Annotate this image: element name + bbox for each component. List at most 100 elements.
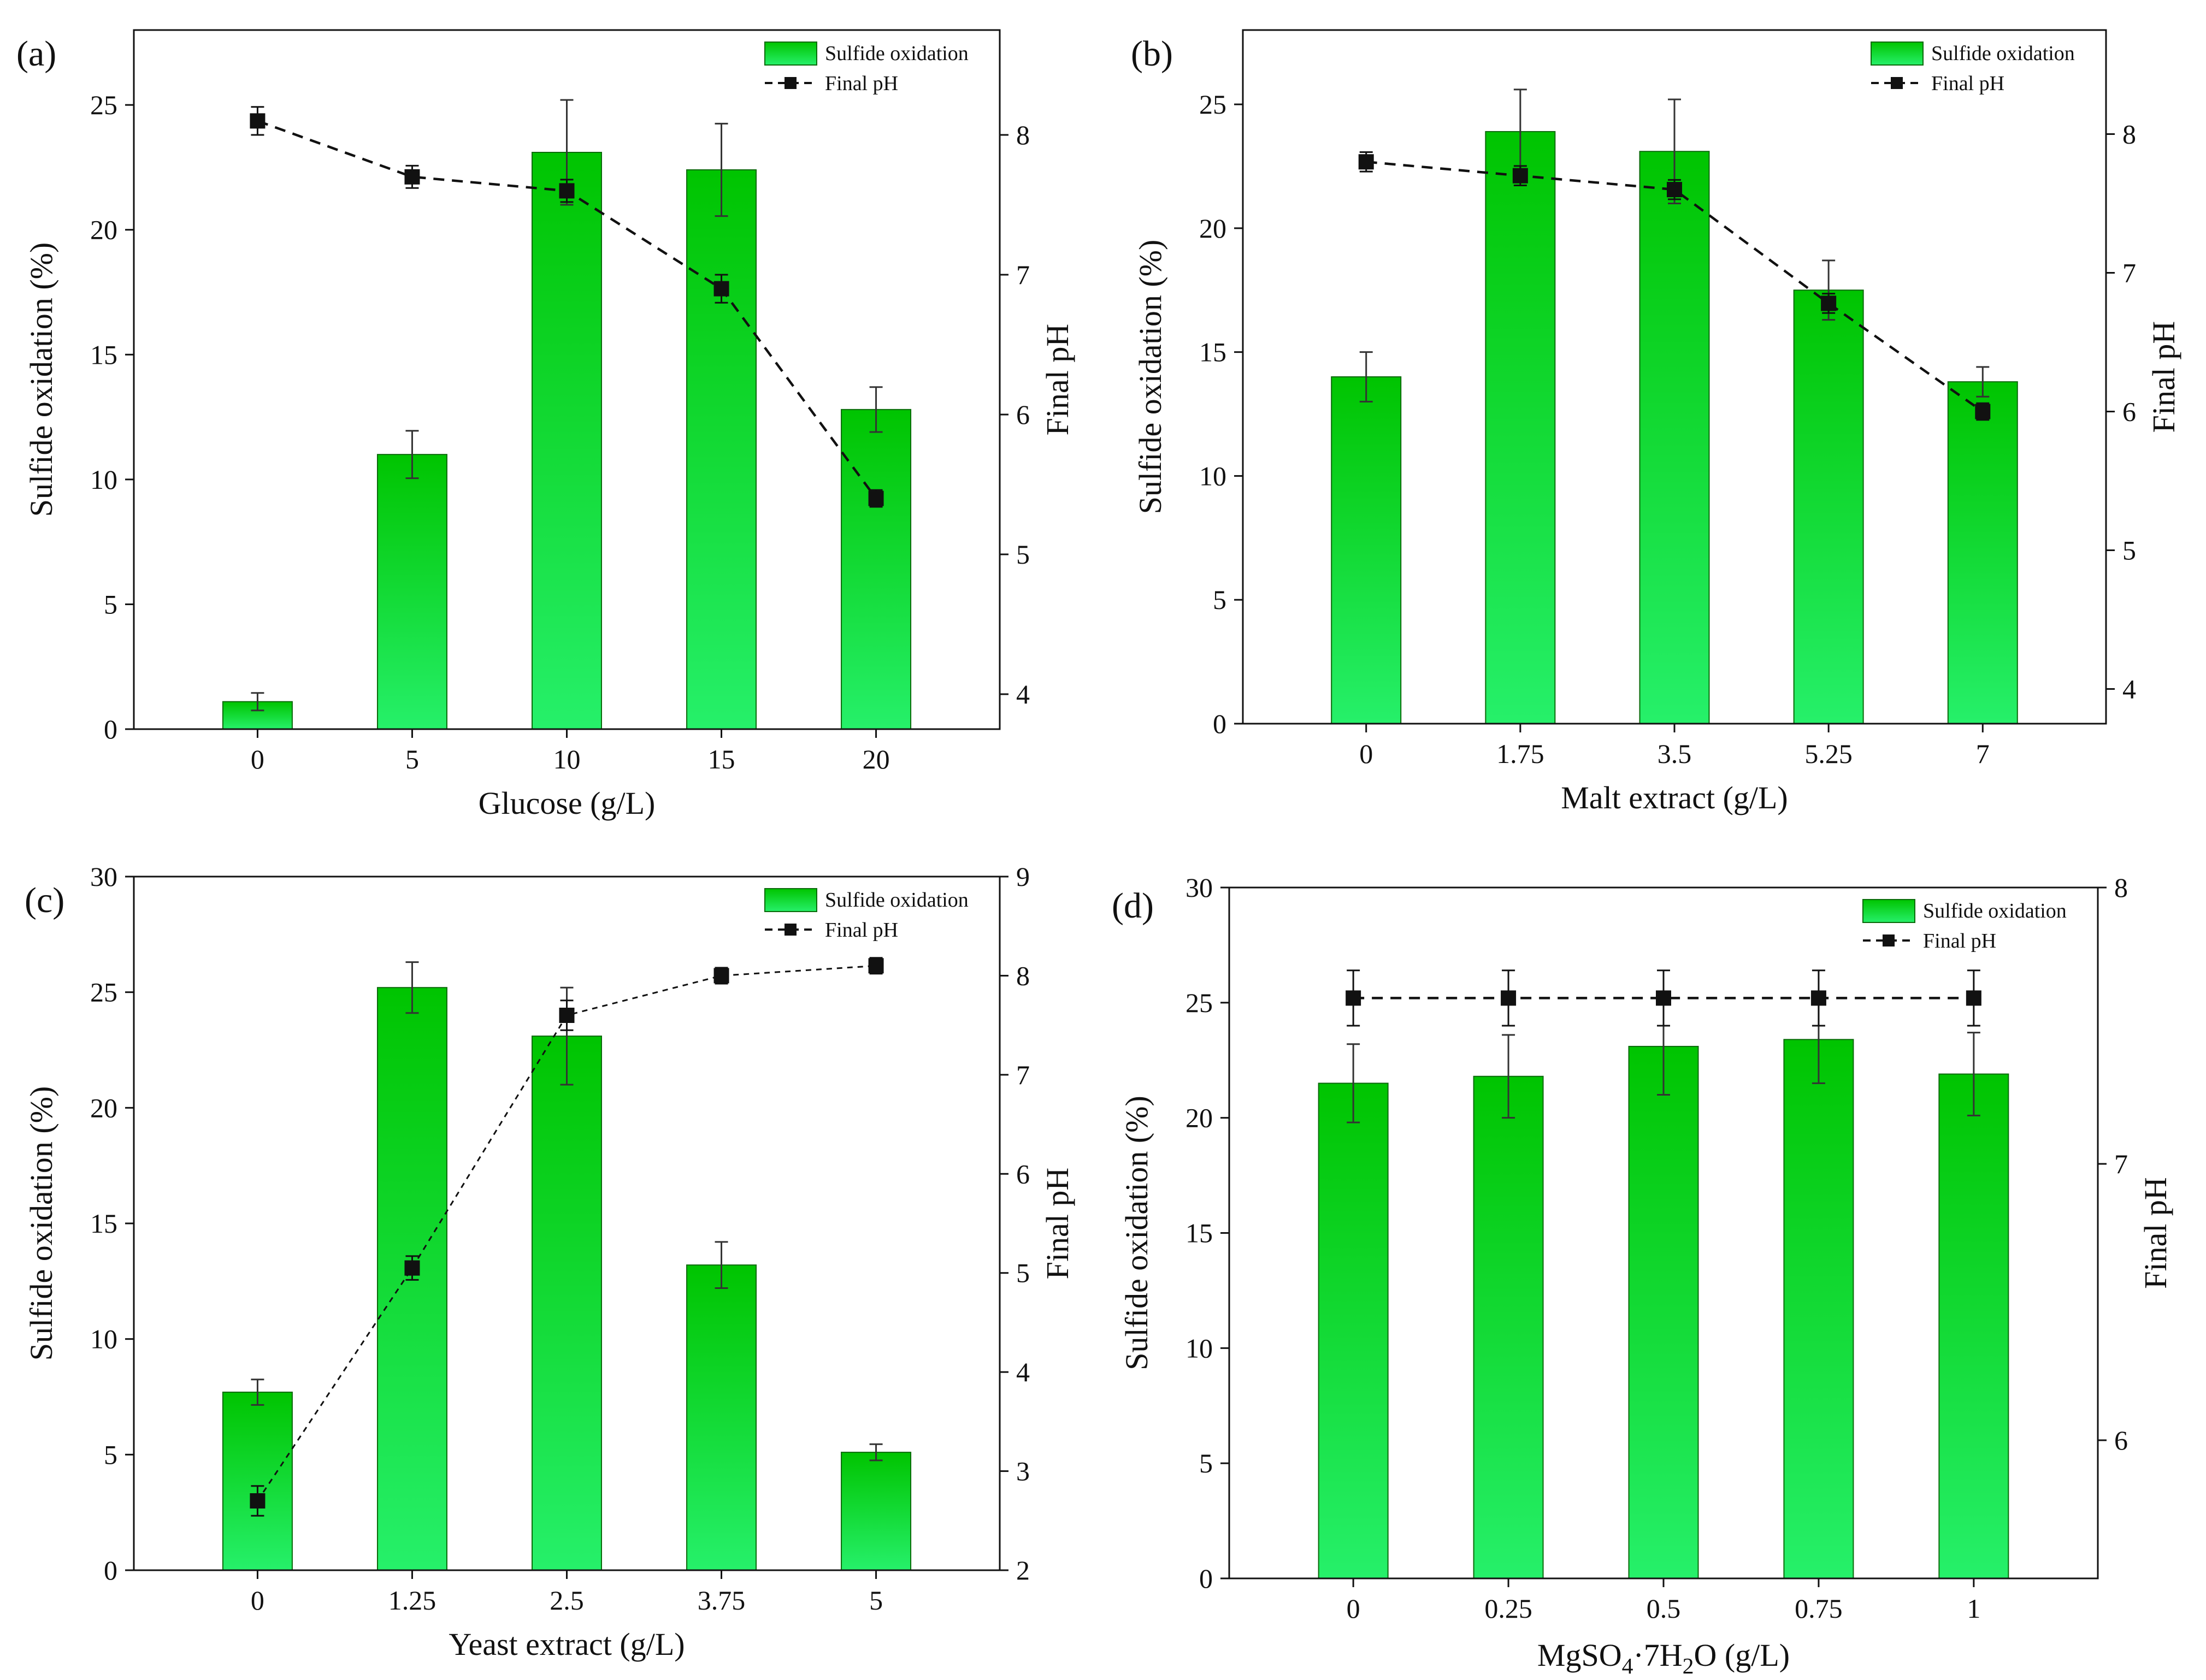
panel-c-y2label: Final pH bbox=[1040, 1168, 1075, 1280]
panel-c-label: (c) bbox=[25, 880, 64, 920]
panel-d-y2tick-label-1: 7 bbox=[2114, 1149, 2128, 1179]
panel-a-xtick-label-4: 20 bbox=[863, 744, 890, 774]
panel-d-ytick-label-5: 25 bbox=[1185, 987, 1213, 1018]
panel-a-bar-error-1 bbox=[405, 430, 419, 480]
panel-c-ph-point-1 bbox=[404, 1260, 420, 1276]
panel-d-ph-point-0 bbox=[1346, 990, 1361, 1006]
panel-c-ytick-label-6: 30 bbox=[90, 861, 117, 892]
panel-a-ytick-label-2: 10 bbox=[90, 464, 117, 495]
panel-b-ph-point-1 bbox=[1512, 168, 1528, 184]
panel-a-y2tick-label-4: 8 bbox=[1016, 120, 1030, 150]
panel-b-ph-line bbox=[1366, 161, 1984, 413]
panel-b-bar-4 bbox=[1947, 381, 2018, 724]
panel-b-ylabel: Sulfide oxidation (%) bbox=[1133, 240, 1168, 514]
panel-d-bar-2 bbox=[1628, 1045, 1699, 1579]
panel-c-legend-bar-swatch bbox=[764, 888, 817, 912]
panel-d-ytick-label-1: 5 bbox=[1199, 1448, 1213, 1478]
panel-b-ph-point-0 bbox=[1358, 154, 1374, 170]
panel-d-xtick-label-3: 0.75 bbox=[1795, 1593, 1843, 1624]
panel-d-label: (d) bbox=[1112, 886, 1154, 926]
panel-c-bar-4 bbox=[841, 1452, 912, 1571]
panel-a-ph-point-1 bbox=[404, 169, 420, 185]
panel-a-ylabel: Sulfide oxidation (%) bbox=[23, 242, 59, 517]
panel-a-ytick-label-3: 15 bbox=[90, 339, 117, 370]
panel-a-ytick-label-4: 20 bbox=[90, 215, 117, 245]
panel-d-y2tick-label-2: 8 bbox=[2114, 872, 2128, 903]
panel-a-ph-point-2 bbox=[559, 183, 575, 199]
panel-a-bar-1 bbox=[376, 454, 447, 730]
panel-d-bar-error-1 bbox=[1502, 1034, 1515, 1119]
panel-a-label: (a) bbox=[16, 34, 56, 74]
panel-c-xtick-label-1: 1.25 bbox=[388, 1585, 437, 1616]
panel-a-y2tick-label-3: 7 bbox=[1016, 259, 1030, 290]
panel-b-ph-point-4 bbox=[1975, 404, 1991, 419]
panel-b-legend-bar-label: Sulfide oxidation bbox=[1931, 42, 2075, 65]
panel-c-ytick-label-4: 20 bbox=[90, 1092, 117, 1123]
panel-c-y2tick-label-6: 8 bbox=[1016, 960, 1030, 991]
panel-d-legend-line-label: Final pH bbox=[1923, 930, 1996, 953]
panel-b-bar-2 bbox=[1639, 151, 1710, 724]
panel-a-ytick-label-1: 5 bbox=[104, 589, 117, 619]
panel-d-ytick-label-6: 30 bbox=[1185, 872, 1213, 903]
panel-d-ph-point-3 bbox=[1810, 990, 1826, 1006]
panel-c-y2tick-label-1: 3 bbox=[1016, 1456, 1030, 1487]
panel-b-bar-error-4 bbox=[1976, 366, 1990, 398]
panel-b-ph-point-2 bbox=[1667, 182, 1682, 198]
panel-b-ytick-label-1: 5 bbox=[1213, 584, 1226, 615]
panel-a-y2tick-label-0: 4 bbox=[1016, 679, 1030, 709]
panel-b-legend-line-label: Final pH bbox=[1931, 72, 2004, 95]
panel-a-legend-line-label: Final pH bbox=[825, 72, 898, 95]
panel-d-ytick-label-3: 15 bbox=[1185, 1218, 1213, 1249]
panel-d-xtick-label-4: 1 bbox=[1967, 1593, 1980, 1624]
panel-d-ytick-label-2: 10 bbox=[1185, 1333, 1213, 1363]
panel-a-xtick-label-1: 5 bbox=[405, 744, 419, 774]
panel-d-y2tick-label-0: 6 bbox=[2114, 1425, 2128, 1456]
panel-b-ytick-label-4: 20 bbox=[1199, 213, 1226, 244]
panel-d-xtick-label-0: 0 bbox=[1347, 1593, 1360, 1624]
panel-a-legend-bar-label: Sulfide oxidation bbox=[825, 42, 969, 65]
panel-c-bar-3 bbox=[686, 1264, 757, 1571]
panel-c-legend-bar-label: Sulfide oxidation bbox=[825, 889, 969, 912]
panel-d-ph-point-4 bbox=[1966, 990, 1981, 1006]
panel-b-bar-3 bbox=[1793, 289, 1864, 724]
panel-c-y2tick-label-5: 7 bbox=[1016, 1060, 1030, 1090]
panel-a-legend-line-marker bbox=[785, 77, 797, 89]
panel-c-bar-error-0 bbox=[251, 1379, 264, 1406]
panel-c-ytick-label-2: 10 bbox=[90, 1324, 117, 1354]
panel-d-ylabel: Sulfide oxidation (%) bbox=[1119, 1096, 1154, 1370]
panel-a-bar-3 bbox=[686, 169, 757, 730]
panel-b-xtick-label-1: 1.75 bbox=[1496, 738, 1544, 769]
panel-d-legend-bar-swatch bbox=[1862, 899, 1915, 923]
panel-b-legend-line-marker bbox=[1891, 77, 1903, 89]
panel-a-xlabel: Glucose (g/L) bbox=[479, 785, 656, 821]
panel-a-ph-point-4 bbox=[868, 490, 884, 506]
panel-b-xtick-label-2: 3.5 bbox=[1658, 738, 1692, 769]
panel-c-bar-error-4 bbox=[869, 1443, 883, 1462]
panel-c-y2tick-label-0: 2 bbox=[1016, 1555, 1030, 1586]
panel-d-ytick-label-4: 20 bbox=[1185, 1103, 1213, 1133]
panel-d-ph-point-1 bbox=[1501, 990, 1517, 1006]
panel-d-xtick-label-2: 0.5 bbox=[1647, 1593, 1681, 1624]
panel-d-xlabel: MgSO4·7H2O (g/L) bbox=[1537, 1637, 1790, 1677]
panel-c-ph-point-3 bbox=[713, 968, 729, 984]
panel-b-bar-error-0 bbox=[1359, 351, 1373, 403]
panel-d-legend-bar-label: Sulfide oxidation bbox=[1923, 900, 2067, 922]
panel-a-xtick-label-0: 0 bbox=[251, 744, 264, 774]
panel-c-ph-point-4 bbox=[868, 958, 884, 974]
panel-b-y2tick-label-2: 6 bbox=[2122, 397, 2136, 427]
panel-c-y2tick-label-2: 4 bbox=[1016, 1357, 1030, 1387]
panel-b-xtick-label-4: 7 bbox=[1976, 738, 1990, 769]
panel-c-bar-2 bbox=[532, 1036, 602, 1571]
panel-c-ph-point-0 bbox=[250, 1493, 266, 1509]
panel-a-ytick-label-5: 25 bbox=[90, 90, 117, 120]
panel-d-bar-4 bbox=[1938, 1073, 2009, 1580]
panel-c-xtick-label-3: 3.75 bbox=[698, 1585, 746, 1616]
panel-a-ph-point-3 bbox=[713, 281, 729, 297]
panel-b-xlabel: Malt extract (g/L) bbox=[1561, 780, 1788, 815]
panel-c-xtick-label-4: 5 bbox=[869, 1585, 883, 1616]
panel-d-legend-line-marker bbox=[1883, 934, 1895, 947]
panel-a-xtick-label-3: 15 bbox=[708, 744, 735, 774]
panel-a-ph-point-0 bbox=[250, 113, 266, 129]
